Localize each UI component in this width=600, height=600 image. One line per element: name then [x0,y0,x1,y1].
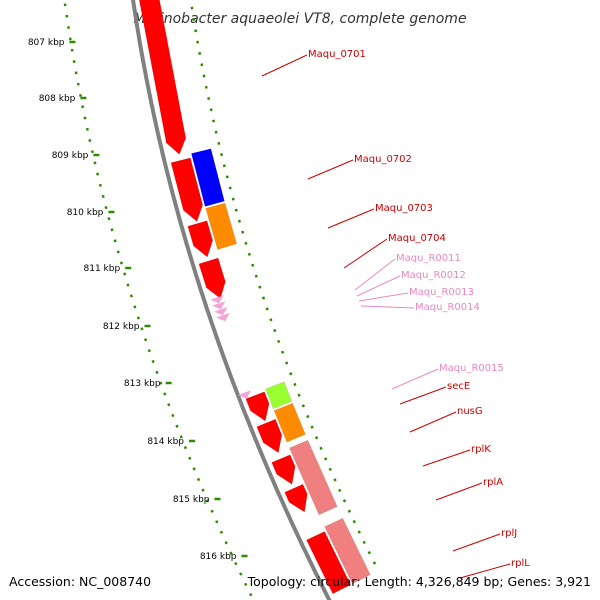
feature-label: rplA [483,477,503,488]
label-leader [409,411,457,433]
rna-marker-4 [216,313,230,322]
feature-labels: Maqu_0701 Maqu_0702 Maqu_0703 Maqu_0704 Maqu… [261,49,530,579]
cds-maqu-0701 [139,0,187,155]
tick-label: 807 kbp [28,38,65,48]
cds-maqu-0702 [170,157,203,222]
inner-tick-ring [63,0,255,600]
cds-orange-b [273,402,306,443]
label-leader [391,368,439,390]
feature-label: Maqu_0701 [308,49,366,60]
cds-orange [205,202,238,250]
cds-maqu-0704 [198,257,226,299]
label-leader [360,305,415,309]
label-leader [399,386,447,405]
tick-label: 811 kbp [84,264,121,274]
feature-label: Maqu_R0015 [439,363,504,374]
tick-label: 815 kbp [173,495,210,505]
feature-track [139,0,371,595]
cds-pale-b [324,517,371,585]
feature-label: Maqu_R0011 [396,253,461,264]
rna-marker-2 [212,301,226,310]
cds-red-a [245,391,270,422]
feature-label: Maqu_0704 [388,233,446,244]
label-leader [343,238,388,269]
cds-pale-a [289,439,338,516]
feature-label: Maqu_0702 [354,154,412,165]
feature-label: Maqu_R0014 [415,302,480,313]
tick-label: 810 kbp [67,208,104,218]
feature-label: Maqu_R0013 [409,287,474,298]
label-leader [422,449,471,467]
feature-label: Maqu_0703 [375,203,433,214]
cds-blue [191,148,225,207]
tick-label: 814 kbp [147,437,184,447]
tick-rings [63,0,380,600]
feature-label: nusG [457,406,483,417]
cds-red-e [306,531,351,595]
feature-label: secE [447,381,470,392]
tick-label: 812 kbp [103,322,140,332]
tick-labels: 807 kbp 808 kbp 809 kbp 810 kbp 811 kbp 812 k… [28,38,248,562]
label-leader [307,159,354,180]
cds-maqu-0703 [187,220,213,258]
label-leader [459,563,511,579]
feature-label: rplK [471,444,491,455]
genome-summary-text: Topology: circular; Length: 4,326,849 bp… [247,574,591,589]
label-leader [452,533,501,552]
backbone-line [131,0,332,600]
cds-red-b [256,418,283,454]
label-leader [354,258,396,291]
tick-label: 816 kbp [200,552,237,562]
tick-label: 808 kbp [39,94,76,104]
label-leader [435,482,483,501]
rna-marker-1 [210,295,224,304]
label-leader [356,275,401,297]
label-leader [261,54,308,77]
map-title: Marinobacter aquaeolei VT8, complete gen… [133,11,466,27]
cds-lime [265,381,293,410]
feature-label: rplJ [501,528,517,539]
feature-label: Maqu_R0012 [401,270,466,281]
cds-red-d [284,483,308,513]
accession-text: Accession: NC_008740 [9,574,152,589]
backbone [131,0,332,600]
label-leader [358,292,409,302]
tick-label: 813 kbp [124,379,161,389]
label-leader [327,208,375,229]
rna-marker-5 [237,390,251,399]
cds-red-c [271,454,296,485]
tick-label: 809 kbp [52,151,89,161]
rna-marker-3 [214,307,228,316]
feature-label: rplL [511,558,530,569]
